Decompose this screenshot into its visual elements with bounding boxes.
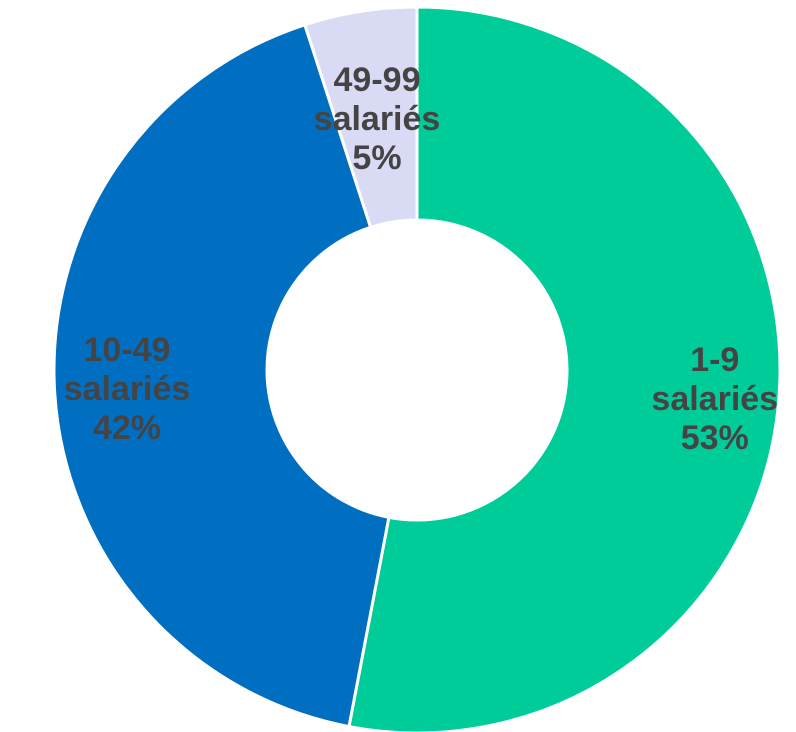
slice-1-9: [347, 5, 782, 732]
data-label-49-99: 49-99 salariés 5%: [314, 61, 441, 177]
data-label-1-9: 1-9 salariés 53%: [651, 341, 778, 457]
data-label-line: 1-9: [690, 341, 739, 379]
labels-group: 1-9 salariés 53%10-49 salariés 42%49-99 salar…: [64, 61, 778, 457]
data-label-line: 5%: [352, 139, 401, 177]
data-label-10-49: 10-49 salariés 42%: [64, 331, 191, 447]
slice-10-49: [52, 22, 391, 729]
data-label-line: salariés: [64, 370, 191, 408]
data-label-line: salariés: [314, 100, 441, 138]
data-label-line: 10-49: [84, 331, 171, 369]
slices-group: [52, 5, 782, 732]
slice-49-99: [302, 5, 419, 230]
data-label-line: salariés: [651, 380, 778, 418]
data-label-line: 49-99: [334, 61, 421, 99]
data-label-line: 53%: [681, 419, 749, 457]
data-label-line: 42%: [93, 409, 161, 447]
